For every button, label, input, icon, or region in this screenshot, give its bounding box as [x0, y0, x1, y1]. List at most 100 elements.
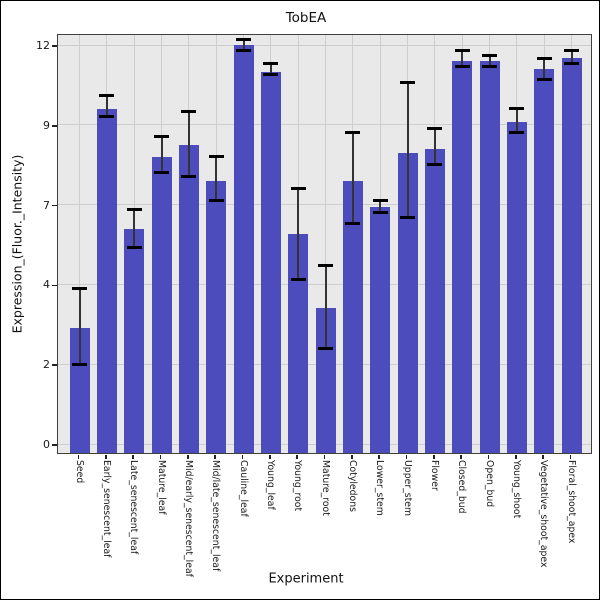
y-gridline [58, 124, 591, 126]
error-bar-cap-top [263, 62, 279, 66]
x-tick-label: Cauline_leaf [237, 460, 249, 517]
error-bar-stem [297, 188, 300, 280]
x-tick-mark [378, 455, 380, 459]
error-bar-cap-top [181, 110, 197, 113]
error-bar-stem [133, 209, 136, 248]
bar [370, 207, 391, 453]
error-bar-stem [269, 63, 272, 75]
error-bar-cap-top [509, 107, 525, 111]
x-tick-label: Cotyledons [346, 460, 358, 512]
x-tick-mark [433, 455, 435, 459]
y-gridline [58, 44, 591, 46]
error-bar-cap-bottom [482, 64, 497, 68]
x-tick-label: Flower [428, 460, 440, 491]
error-bar-cap-bottom [290, 277, 306, 281]
error-bar-cap-bottom [236, 48, 251, 52]
bar [96, 108, 117, 453]
plot-area [57, 34, 592, 454]
y-tick-label: 7 [43, 198, 50, 212]
x-tick-mark [187, 455, 189, 459]
y-tick-label: 0 [43, 438, 50, 451]
x-tick-mark [351, 455, 353, 459]
error-bar-cap-top [345, 131, 361, 135]
error-bar-cap-bottom [208, 199, 224, 203]
bar [534, 68, 555, 453]
error-bar-cap-top [564, 48, 579, 52]
bar [397, 152, 418, 453]
y-tick-label: 9 [43, 118, 50, 132]
y-gridline [58, 204, 591, 206]
x-tick-label: Mature_root [319, 460, 331, 516]
x-tick-mark [515, 455, 517, 459]
bar [561, 58, 582, 453]
error-bar-stem [351, 132, 354, 224]
x-tick-label: Late_senescent_leaf [128, 460, 140, 555]
error-bar-cap-top [208, 155, 224, 159]
y-axis-title: Expression_(Fluor._Intensity) [9, 154, 25, 334]
bar [233, 45, 254, 453]
error-bar-stem [324, 265, 327, 349]
error-bar-cap-bottom [318, 346, 333, 350]
x-tick-label: Young_leaf [264, 460, 276, 510]
error-bar-stem [406, 82, 409, 218]
x-tick-mark [241, 455, 244, 459]
error-bar-cap-top [99, 94, 115, 98]
error-bar-cap-bottom [263, 72, 279, 76]
x-tick-label: Vegetative_shoot_apex [538, 460, 550, 568]
error-bar-cap-bottom [72, 362, 87, 366]
error-bar-stem [105, 95, 108, 117]
bar [260, 71, 281, 453]
x-tick-label: Young_shoot [510, 460, 522, 519]
y-tick-label: 4 [43, 278, 50, 292]
x-tick-mark [132, 455, 134, 459]
chart-title: TobEA [285, 10, 327, 26]
error-bar-cap-top [536, 56, 552, 60]
x-tick-label: Mature_leaf [155, 460, 167, 515]
bar [479, 60, 500, 453]
bar [506, 122, 527, 453]
x-tick-label: Open_bud [483, 460, 495, 508]
error-bar-cap-top [126, 208, 142, 212]
y-tick-mark [52, 444, 57, 446]
x-tick-mark [269, 455, 271, 459]
error-bar-cap-bottom [345, 221, 361, 225]
x-gridline [79, 35, 80, 453]
bar [206, 180, 227, 453]
error-bar-cap-bottom [509, 131, 525, 135]
error-bar-stem [78, 288, 81, 365]
x-tick-label: Early_senescent_leaf [100, 460, 112, 558]
error-bar-stem [488, 55, 491, 67]
y-tick-label: 12 [36, 39, 50, 52]
y-tick-label: 2 [43, 358, 50, 372]
error-bar-cap-bottom [154, 171, 169, 175]
error-bar-stem [187, 111, 190, 177]
x-tick-label: Floral_shoot_apex [565, 460, 577, 544]
bar [69, 328, 90, 453]
x-tick-mark [296, 455, 298, 459]
error-bar-cap-top [427, 127, 443, 131]
x-axis-title: Experiment [268, 571, 344, 587]
x-tick-label: Mid/early_senescent_leaf [182, 460, 194, 577]
error-bar-stem [160, 136, 163, 173]
x-tick-mark [542, 455, 544, 459]
bar [178, 144, 199, 453]
x-tick-mark [323, 455, 326, 459]
error-bar-stem [515, 108, 518, 133]
error-bar-cap-top [236, 38, 251, 42]
error-bar-stem [379, 200, 382, 213]
x-tick-mark [487, 455, 490, 459]
bar [452, 60, 473, 453]
error-bar-stem [242, 39, 245, 51]
bar [151, 156, 172, 453]
error-bar-stem [570, 50, 573, 64]
y-tick-mark [52, 204, 57, 207]
error-bar-cap-top [154, 135, 169, 139]
error-bar-stem [543, 58, 546, 80]
x-tick-label: Closed_bud [456, 460, 468, 514]
x-tick-mark [214, 455, 216, 459]
x-tick-label: Lower_stem [374, 460, 386, 516]
x-tick-mark [105, 455, 107, 459]
x-tick-label: Young_root [292, 460, 304, 512]
error-bar-cap-bottom [99, 115, 115, 119]
error-bar-cap-bottom [181, 175, 197, 179]
